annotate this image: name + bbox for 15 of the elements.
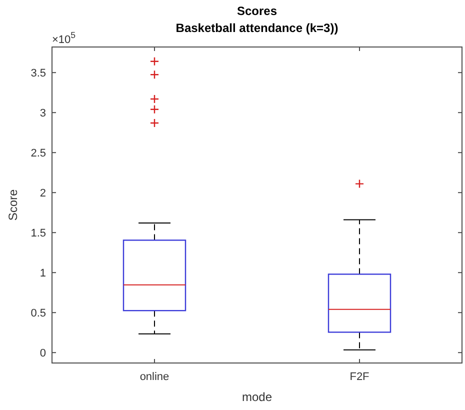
- y-tick-label: 2: [40, 187, 46, 200]
- chart-title: Scores: [236, 4, 278, 18]
- y-axis-title: Score: [6, 189, 20, 221]
- y-tick-label: 3: [40, 107, 46, 120]
- y-tick-label: 2.5: [30, 147, 46, 160]
- x-tick-label: online: [140, 371, 170, 383]
- y-tick-label: 0.5: [30, 307, 46, 320]
- chart-subtitle: Basketball attendance (k=3)): [176, 21, 338, 35]
- y-tick-label: 3.5: [30, 67, 46, 80]
- y-tick-label: 1.5: [30, 227, 46, 240]
- text: ×10$^{5}$: [52, 30, 76, 46]
- y-tick-label: 1: [40, 267, 46, 280]
- x-axis-title: mode: [242, 390, 272, 404]
- x-tick-label: F2F: [350, 371, 370, 383]
- y-tick-label: 0: [40, 347, 46, 360]
